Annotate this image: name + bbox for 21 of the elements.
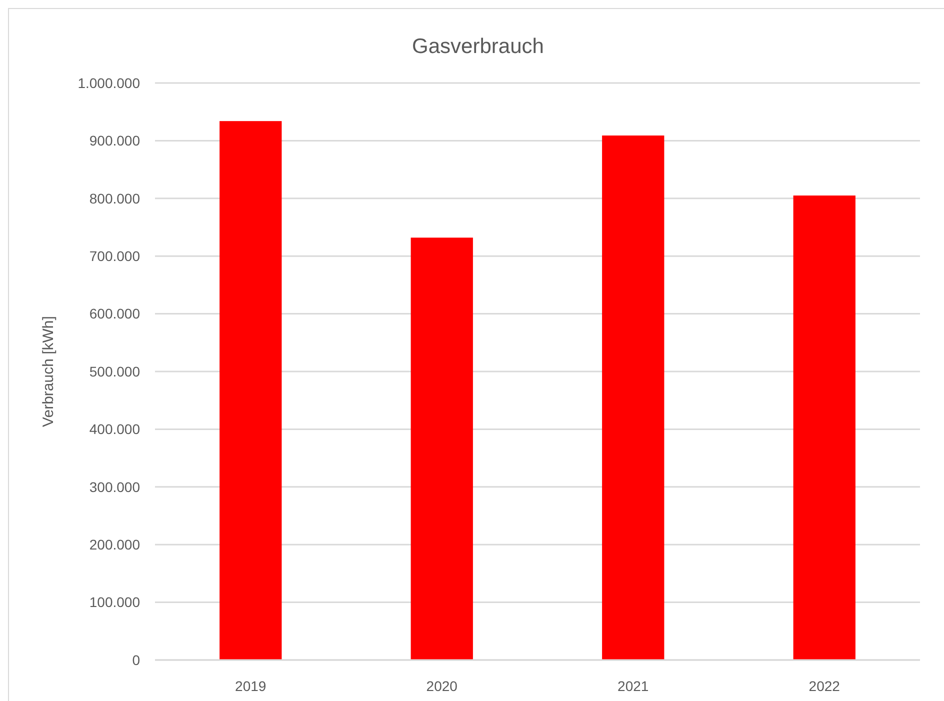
y-tick-label: 800.000 <box>89 190 140 206</box>
y-tick-label: 100.000 <box>89 594 140 610</box>
bar <box>602 136 664 660</box>
x-tick-label: 2020 <box>426 678 458 694</box>
y-tick-label: 400.000 <box>89 421 140 438</box>
y-tick-label: 0 <box>132 652 140 668</box>
bar <box>220 121 282 660</box>
bar <box>410 238 473 660</box>
y-tick-label: 900.000 <box>89 132 140 149</box>
x-tick-label: 2021 <box>618 678 649 694</box>
bar <box>793 196 856 660</box>
y-tick-label: 600.000 <box>89 306 140 322</box>
x-tick-label: 2019 <box>235 678 266 694</box>
x-tick-label: 2022 <box>808 678 840 694</box>
y-tick-label: 1.000.000 <box>78 74 140 91</box>
y-tick-label: 200.000 <box>89 536 140 552</box>
y-tick-label: 700.000 <box>89 248 140 264</box>
chart-title: Gasverbrauch <box>412 35 544 58</box>
y-axis-title: Verbrauch [kWh] <box>40 316 57 427</box>
y-tick-label: 500.000 <box>89 363 140 380</box>
y-tick-label: 300.000 <box>89 478 140 495</box>
